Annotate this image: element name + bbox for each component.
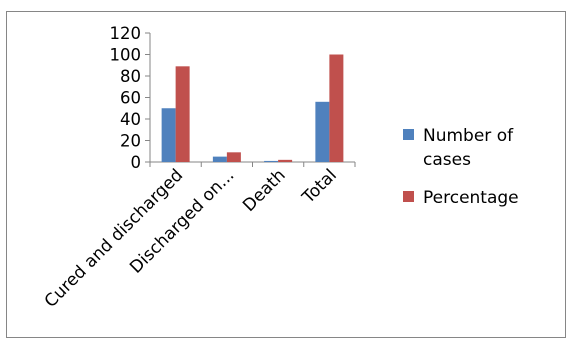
bar-number-of-cases bbox=[212, 156, 227, 162]
legend-label: Number of bbox=[423, 126, 514, 146]
y-tick-label: 0 bbox=[131, 153, 142, 172]
y-axis: 0 20 40 60 80 100 120 bbox=[110, 24, 151, 172]
bar-number-of-cases bbox=[264, 160, 279, 162]
bars bbox=[161, 54, 344, 162]
bar-number-of-cases bbox=[161, 108, 176, 162]
bar-percentage bbox=[329, 54, 344, 162]
legend-swatch-percentage bbox=[403, 191, 414, 202]
y-tick-label: 60 bbox=[120, 89, 141, 108]
bar-number-of-cases bbox=[315, 101, 330, 162]
chart-frame bbox=[6, 11, 566, 338]
legend-swatch-number-of-cases bbox=[403, 129, 414, 140]
y-tick-label: 120 bbox=[110, 24, 142, 43]
legend-label: Percentage bbox=[423, 188, 519, 208]
bar-percentage bbox=[175, 66, 190, 162]
y-tick-label: 80 bbox=[120, 67, 141, 86]
bar-percentage bbox=[226, 152, 241, 162]
y-tick-label: 20 bbox=[120, 132, 141, 151]
bar-percentage bbox=[278, 159, 293, 162]
legend-label: cases bbox=[423, 150, 471, 170]
legend: Number of cases Percentage bbox=[403, 126, 519, 208]
y-tick-label: 100 bbox=[110, 46, 142, 65]
x-category-label: Death bbox=[239, 165, 290, 216]
x-category-label: Total bbox=[298, 165, 341, 208]
y-tick-label: 40 bbox=[120, 110, 141, 129]
